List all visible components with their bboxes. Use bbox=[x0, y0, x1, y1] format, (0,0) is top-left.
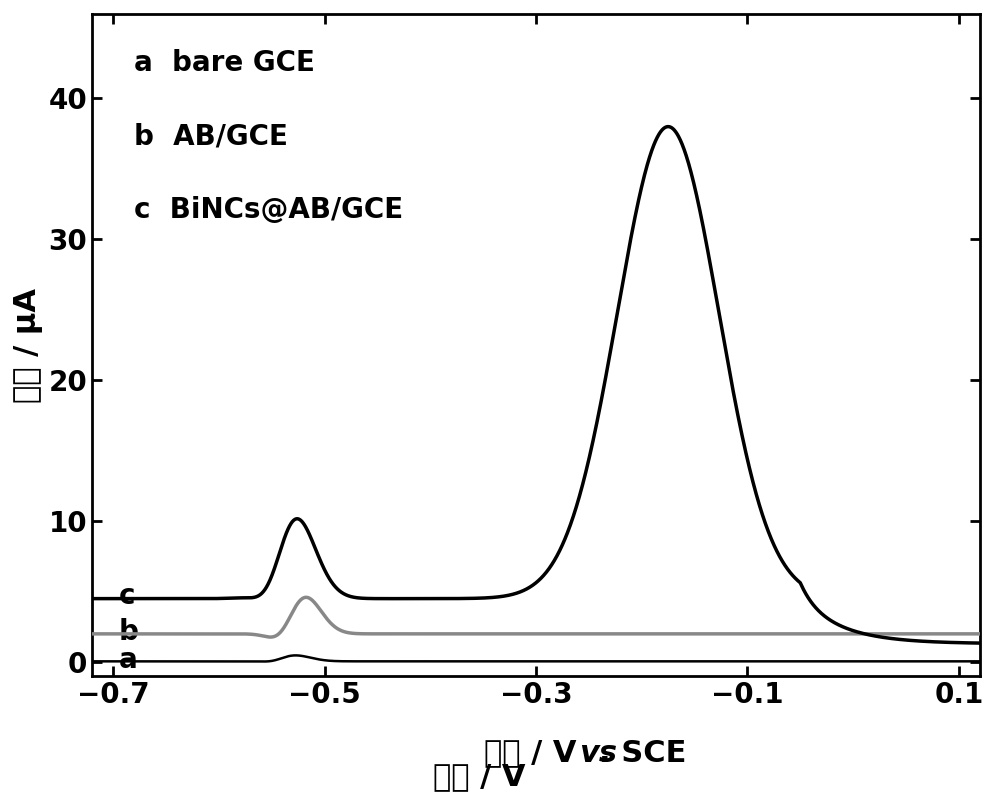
Text: a  bare GCE: a bare GCE bbox=[134, 49, 315, 78]
Text: 电位 / V: 电位 / V bbox=[484, 738, 588, 768]
Text: c: c bbox=[118, 582, 135, 610]
Text: . SCE: . SCE bbox=[599, 738, 687, 768]
Text: b: b bbox=[118, 618, 138, 646]
Y-axis label: 电流 / μA: 电流 / μA bbox=[14, 288, 43, 403]
Text: c  BiNCs@AB/GCE: c BiNCs@AB/GCE bbox=[134, 196, 403, 224]
Text: 电位 / V: 电位 / V bbox=[433, 762, 536, 791]
Text: a: a bbox=[118, 646, 137, 674]
Text: vs: vs bbox=[579, 738, 617, 768]
Text: b  AB/GCE: b AB/GCE bbox=[134, 122, 288, 150]
